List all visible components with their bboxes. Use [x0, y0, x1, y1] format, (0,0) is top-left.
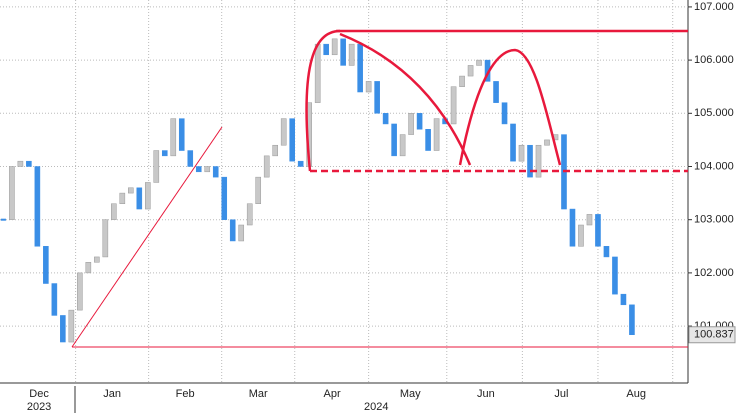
candle — [535, 144, 542, 178]
candle — [136, 187, 143, 210]
candle — [60, 315, 66, 343]
y-tick-label: 106.000 — [694, 54, 734, 66]
candle — [204, 166, 211, 173]
candle — [340, 38, 346, 66]
candle — [229, 219, 236, 242]
candle — [212, 166, 219, 178]
candle — [348, 43, 355, 66]
x-tick-label: Jul — [554, 388, 568, 400]
year-label: 2024 — [364, 401, 388, 413]
candle — [77, 272, 83, 311]
candle — [510, 123, 516, 162]
candle — [195, 166, 202, 173]
candle — [280, 118, 287, 146]
y-tick-label: 103.000 — [694, 214, 734, 226]
candle — [527, 144, 533, 178]
x-tick-label: Feb — [176, 388, 195, 400]
candle — [620, 293, 627, 306]
candle — [612, 256, 618, 295]
candle — [399, 134, 406, 157]
candle — [518, 144, 525, 162]
candle — [297, 160, 304, 167]
candle — [357, 43, 363, 93]
candle — [629, 304, 635, 336]
candle — [603, 246, 610, 258]
candle — [170, 118, 177, 157]
annotations — [71, 29, 688, 348]
candle — [459, 75, 465, 87]
arc — [339, 32, 472, 166]
arc — [305, 29, 341, 172]
candle — [272, 144, 278, 157]
candle — [501, 102, 508, 125]
candle — [493, 81, 499, 103]
candle — [34, 166, 41, 247]
candle — [111, 203, 117, 220]
candle — [374, 81, 380, 114]
candle — [9, 166, 15, 220]
candle — [68, 309, 75, 343]
candle — [153, 150, 160, 183]
last-price-label: 100.837 — [694, 329, 734, 341]
candle — [586, 214, 593, 226]
candle — [382, 113, 389, 125]
x-tick-label: May — [400, 388, 421, 400]
candle — [331, 38, 338, 56]
candle — [578, 224, 584, 247]
year-label: 2023 — [27, 401, 51, 413]
candle — [476, 59, 482, 66]
x-tick-label: Apr — [324, 388, 341, 400]
y-tick-label: 105.000 — [694, 107, 734, 119]
candle — [187, 150, 194, 167]
candle — [0, 218, 6, 221]
plot — [0, 0, 688, 383]
x-tick-label: Mar — [249, 388, 268, 400]
candle — [433, 118, 440, 151]
candle — [128, 187, 134, 194]
candle — [178, 118, 185, 151]
candle — [391, 123, 397, 157]
x-tick-label: Jun — [477, 388, 495, 400]
candle — [246, 203, 253, 226]
candle — [102, 219, 109, 258]
candle — [544, 139, 550, 146]
candle — [323, 43, 329, 56]
candle — [263, 155, 270, 178]
candle — [161, 150, 168, 157]
y-tick-label: 102.000 — [694, 267, 734, 279]
candle — [94, 256, 100, 263]
last-price-box — [688, 326, 736, 344]
y-tick-label: 107.000 — [694, 1, 734, 13]
candle — [365, 81, 372, 93]
candle — [119, 192, 126, 204]
candle — [17, 160, 24, 167]
candle — [221, 176, 228, 220]
candle — [51, 283, 58, 316]
x-tick-label: Aug — [626, 388, 646, 400]
candle — [467, 65, 474, 77]
candle — [26, 160, 32, 167]
arc — [458, 48, 562, 166]
candle — [569, 208, 576, 247]
candle — [314, 43, 321, 103]
candle — [595, 214, 601, 247]
candle — [450, 86, 457, 125]
y-tick-label: 104.000 — [694, 160, 734, 172]
candle — [144, 182, 151, 210]
x-tick-label: Jan — [103, 388, 121, 400]
candle — [43, 246, 49, 284]
candle — [408, 113, 414, 135]
candle — [85, 261, 92, 274]
candle — [238, 224, 245, 242]
candle — [416, 113, 423, 130]
candle — [255, 176, 262, 204]
x-tick-label: Dec — [29, 388, 49, 400]
candle — [289, 118, 295, 162]
trend-line — [71, 126, 223, 348]
candle — [425, 129, 431, 151]
